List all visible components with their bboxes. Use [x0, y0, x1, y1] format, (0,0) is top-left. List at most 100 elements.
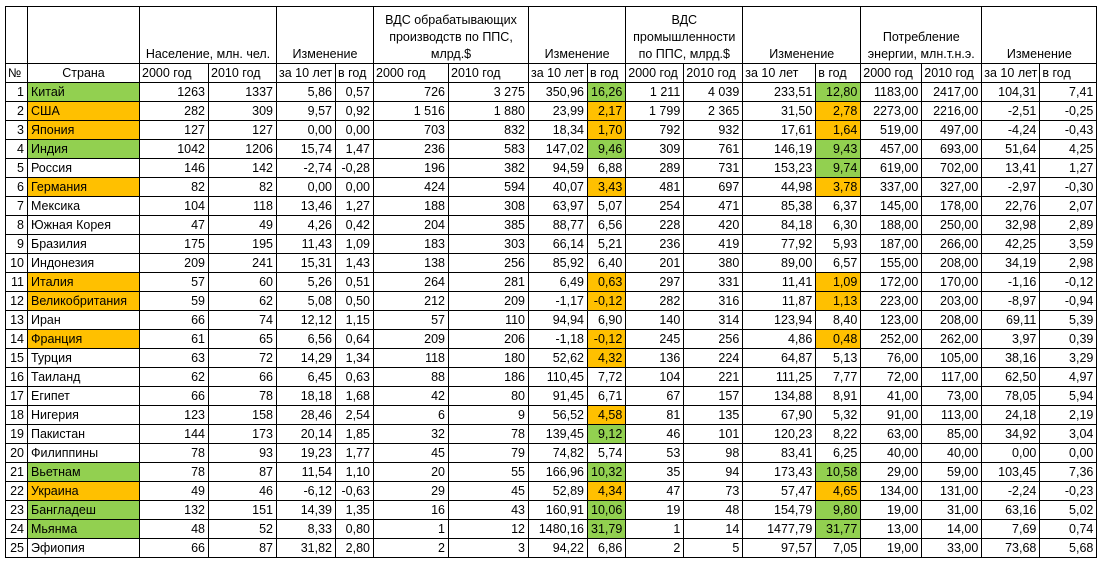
table-row: 1 Китай 1263 1337 5,86 0,57 726 3 275 350,96 16,2… — [5, 82, 1098, 102]
energy-change-10y: -4,24 — [981, 120, 1041, 140]
energy-change-year: 5,02 — [1039, 500, 1098, 520]
manufacturing-2000: 42 — [373, 386, 449, 406]
population-change-10y: 15,74 — [276, 139, 336, 159]
energy-2010: 2417,00 — [921, 82, 983, 102]
energy-2010: 203,00 — [921, 291, 983, 311]
header-row-sub: № Страна 2000 год 2010 год за 10 лет в г… — [5, 63, 1098, 83]
row-number: 18 — [5, 405, 28, 425]
energy-2000: 155,00 — [860, 253, 923, 273]
industry-2000: 1 799 — [625, 101, 685, 121]
header-country: Страна — [27, 63, 140, 83]
industry-change-year: 8,22 — [815, 424, 862, 444]
industry-2000: 282 — [625, 291, 685, 311]
population-2000: 209 — [139, 253, 209, 273]
country-name: Бангладеш — [27, 500, 140, 520]
population-2000: 66 — [139, 538, 209, 558]
energy-2010: 40,00 — [921, 443, 983, 463]
energy-change-year: 4,97 — [1039, 367, 1098, 387]
population-change-10y: 8,33 — [276, 519, 336, 539]
table-row: 15 Турция 63 72 14,29 1,34 118 180 52,62 4,32 136 2… — [5, 348, 1098, 368]
industry-2010: 420 — [683, 215, 744, 235]
industry-2000: 1 — [625, 519, 685, 539]
country-name: Турция — [27, 348, 140, 368]
population-change-year: 0,63 — [335, 367, 374, 387]
header-per-year: в год — [335, 63, 374, 83]
population-2010: 118 — [208, 196, 277, 216]
energy-change-10y: -8,97 — [981, 291, 1041, 311]
industry-2010: 331 — [683, 272, 744, 292]
industry-change-year: 6,57 — [815, 253, 862, 273]
energy-change-year: 3,59 — [1039, 234, 1098, 254]
manufacturing-change-year: 6,90 — [586, 310, 627, 330]
energy-2010: 250,00 — [921, 215, 983, 235]
energy-change-10y: -2,51 — [981, 101, 1041, 121]
energy-change-year: 7,36 — [1039, 462, 1098, 482]
population-2000: 61 — [139, 329, 209, 349]
population-change-10y: 0,00 — [276, 177, 336, 197]
energy-change-10y: 103,45 — [981, 462, 1041, 482]
manufacturing-change-10y: 63,97 — [528, 196, 588, 216]
population-2010: 158 — [208, 405, 277, 425]
manufacturing-change-10y: 94,94 — [528, 310, 588, 330]
industry-2010: 94 — [683, 462, 744, 482]
energy-change-year: 3,29 — [1039, 348, 1098, 368]
manufacturing-2000: 1 516 — [373, 101, 449, 121]
industry-2010: 48 — [683, 500, 744, 520]
energy-2010: 170,00 — [921, 272, 983, 292]
energy-change-year: 2,19 — [1039, 405, 1098, 425]
energy-2000: 457,00 — [860, 139, 923, 159]
manufacturing-change-year: 4,58 — [586, 405, 627, 425]
manufacturing-2000: 29 — [373, 481, 449, 501]
industry-change-10y: 111,25 — [742, 367, 817, 387]
population-2010: 241 — [208, 253, 277, 273]
industry-2000: 47 — [625, 481, 685, 501]
population-2010: 173 — [208, 424, 277, 444]
table-row: 20 Филиппины 78 93 19,23 1,77 45 79 74,82 5,74 53 9… — [5, 443, 1098, 463]
population-change-year: 0,80 — [335, 519, 374, 539]
manufacturing-change-year: 1,70 — [586, 120, 627, 140]
energy-2000: 19,00 — [860, 500, 923, 520]
energy-change-year: 2,89 — [1039, 215, 1098, 235]
population-2000: 1042 — [139, 139, 209, 159]
country-name: Вьетнам — [27, 462, 140, 482]
industry-2000: 289 — [625, 158, 685, 178]
population-2010: 195 — [208, 234, 277, 254]
row-number: 7 — [5, 196, 28, 216]
energy-change-year: 4,25 — [1039, 139, 1098, 159]
industry-2010: 157 — [683, 386, 744, 406]
energy-change-10y: 51,64 — [981, 139, 1041, 159]
energy-change-year: 0,00 — [1039, 443, 1098, 463]
manufacturing-change-10y: 160,91 — [528, 500, 588, 520]
manufacturing-2000: 88 — [373, 367, 449, 387]
table-row: 24 Мьянма 48 52 8,33 0,80 1 12 1480,16 31,79 1 14 14… — [5, 519, 1098, 539]
manufacturing-change-10y: 88,77 — [528, 215, 588, 235]
population-2010: 74 — [208, 310, 277, 330]
industry-2010: 4 039 — [683, 82, 744, 102]
energy-2000: 1183,00 — [860, 82, 923, 102]
industry-2010: 2 365 — [683, 101, 744, 121]
header-manufacturing: ВДС обрабатывающих производств по ППС, млр… — [373, 6, 529, 64]
energy-change-10y: 38,16 — [981, 348, 1041, 368]
industry-2010: 731 — [683, 158, 744, 178]
manufacturing-change-year: 0,63 — [586, 272, 627, 292]
energy-2010: 178,00 — [921, 196, 983, 216]
country-name: Нигерия — [27, 405, 140, 425]
table-row: 11 Италия 57 60 5,26 0,51 264 281 6,49 0,63 297 331… — [5, 272, 1098, 292]
energy-change-10y: 24,18 — [981, 405, 1041, 425]
table-row: 17 Египет 66 78 18,18 1,68 42 80 91,45 6,71 67 157 1… — [5, 386, 1098, 406]
country-name: Южная Корея — [27, 215, 140, 235]
industry-change-year: 1,13 — [815, 291, 862, 311]
industry-change-10y: 89,00 — [742, 253, 817, 273]
energy-change-year: -0,43 — [1039, 120, 1098, 140]
industry-change-10y: 154,79 — [742, 500, 817, 520]
industry-2010: 221 — [683, 367, 744, 387]
header-year-2010: 2010 год — [448, 63, 529, 83]
industry-2010: 471 — [683, 196, 744, 216]
manufacturing-change-10y: 1480,16 — [528, 519, 588, 539]
industry-change-10y: 83,41 — [742, 443, 817, 463]
industry-change-year: 1,64 — [815, 120, 862, 140]
header-manufacturing-change: Изменение — [527, 6, 627, 64]
row-number: 11 — [5, 272, 28, 292]
manufacturing-2010: 12 — [448, 519, 529, 539]
row-number: 14 — [5, 329, 28, 349]
